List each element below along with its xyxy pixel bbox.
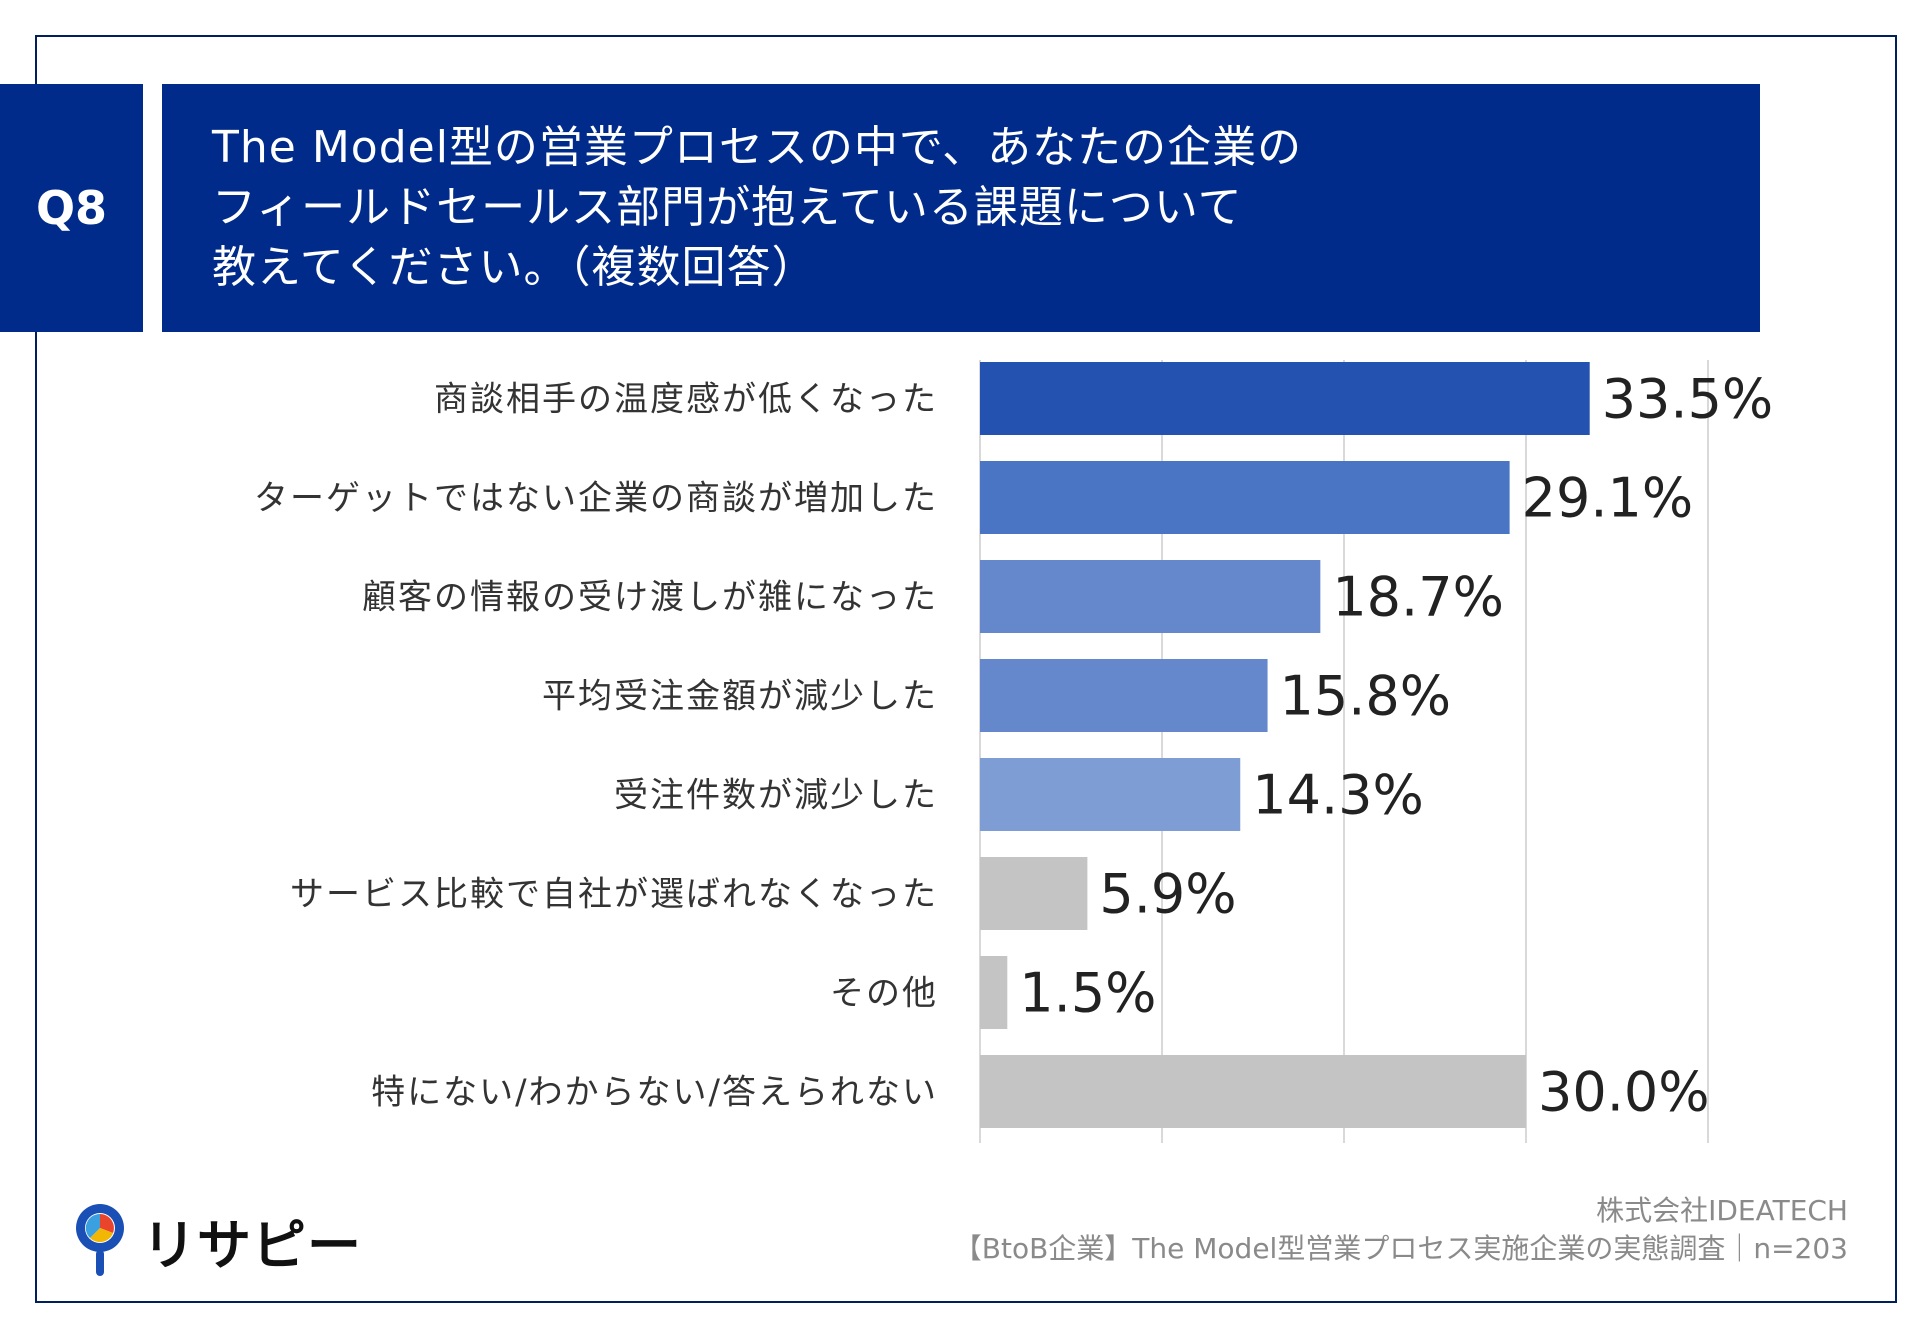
- footer-survey: 【BtoB企業】The Model型営業プロセス実施企業の実態調査｜n=203: [953, 1232, 1848, 1265]
- category-label: 平均受注金額が減少した: [542, 677, 938, 717]
- risapy-logo: リサピー: [70, 1200, 362, 1280]
- bar: [980, 659, 1268, 732]
- category-label: 受注件数が減少した: [614, 776, 938, 816]
- pin-icon: [76, 1204, 124, 1276]
- bar: [980, 758, 1241, 831]
- category-label: その他: [830, 974, 938, 1014]
- category-label: 顧客の情報の受け渡しが雑になった: [362, 578, 938, 618]
- value-label: 29.1%: [1522, 467, 1694, 530]
- chart-frame: [35, 35, 1897, 1303]
- value-label: 14.3%: [1252, 764, 1424, 827]
- bar: [980, 560, 1321, 633]
- bar: [980, 956, 1008, 1029]
- value-label: 1.5%: [1019, 962, 1156, 1025]
- question-title-line-3: 教えてください。（複数回答）: [212, 242, 817, 293]
- question-title-line-1: The Model型の営業プロセスの中で、あなたの企業の: [212, 122, 1303, 173]
- value-label: 18.7%: [1332, 566, 1504, 629]
- question-title-line-2: フィールドセールス部門が抱えている課題について: [212, 182, 1243, 233]
- category-label: 特にない/わからない/答えられない: [371, 1073, 938, 1113]
- question-number-badge: Q8: [0, 84, 143, 332]
- value-label: 15.8%: [1280, 665, 1452, 728]
- value-label: 30.0%: [1538, 1061, 1710, 1124]
- logo-text: リサピー: [142, 1213, 362, 1277]
- bar: [980, 461, 1510, 534]
- category-label: ターゲットではない企業の商談が増加した: [254, 479, 938, 519]
- category-label: サービス比較で自社が選ばれなくなった: [290, 875, 938, 915]
- value-label: 33.5%: [1602, 368, 1774, 431]
- category-label: 商談相手の温度感が低くなった: [434, 380, 938, 420]
- footer-company: 株式会社IDEATECH: [1596, 1194, 1848, 1227]
- bar: [980, 1055, 1526, 1128]
- question-number: Q8: [35, 181, 108, 235]
- footer: 株式会社IDEATECH 【BtoB企業】The Model型営業プロセス実施企…: [954, 1192, 1848, 1268]
- value-label: 5.9%: [1099, 863, 1236, 926]
- question-title-box: The Model型の営業プロセスの中で、あなたの企業の フィールドセールス部門…: [162, 84, 1760, 332]
- bar: [980, 857, 1088, 930]
- bar: [980, 362, 1590, 435]
